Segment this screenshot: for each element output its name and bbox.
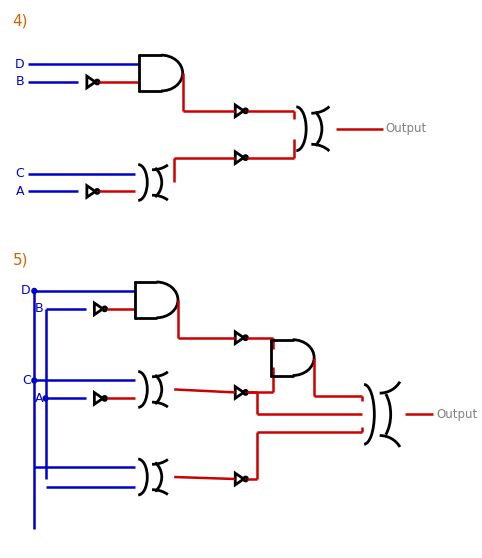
Text: A: A [35, 392, 44, 405]
Circle shape [32, 378, 37, 383]
Text: 5): 5) [13, 252, 28, 267]
Circle shape [43, 396, 48, 401]
Text: 4): 4) [13, 13, 28, 28]
Text: D: D [14, 57, 24, 70]
Text: Output: Output [436, 408, 478, 421]
Text: B: B [15, 75, 24, 89]
Text: Output: Output [386, 122, 427, 135]
Text: C: C [22, 374, 30, 387]
Circle shape [32, 288, 37, 294]
Text: C: C [15, 167, 24, 180]
Text: D: D [21, 285, 30, 297]
Text: A: A [15, 185, 24, 198]
Text: B: B [35, 302, 44, 315]
